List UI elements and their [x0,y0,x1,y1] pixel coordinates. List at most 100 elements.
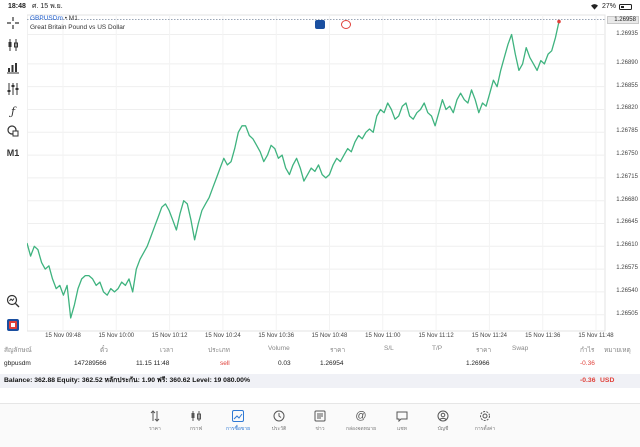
col-profit: กำไร [580,347,595,354]
nav-label: ข่าว [315,426,325,432]
chart-type-icon[interactable] [4,59,22,75]
nav-news[interactable]: ข่าว [300,408,340,433]
one-click-trade-icon[interactable] [315,20,325,29]
time-tick-label: 15 Nov 11:36 [525,333,561,339]
price-tick-label: 1.26575 [616,265,638,272]
nav-label: ราคา [149,426,161,432]
chart-toolbar: ƒ M1 [0,13,27,343]
price-tick-label: 1.26505 [616,310,638,317]
chart-canvas[interactable] [27,13,640,343]
timeframe-button[interactable]: M1 [6,148,20,158]
broker-logo-icon[interactable] [4,317,22,333]
balance-profit: -0.36 [580,377,596,384]
last-price-marker [557,19,561,24]
nav-account[interactable]: บัญชี [423,408,463,433]
balance-currency: USD [600,377,615,384]
crosshair-icon[interactable] [4,15,22,31]
col-type: ประเภท [208,347,230,354]
price-tick-label: 1.26750 [616,151,638,158]
nav-quotes[interactable]: ราคา [135,408,175,433]
nav-chat[interactable]: แชท [382,408,422,433]
time-tick-label: 15 Nov 11:12 [418,333,454,339]
chart-separator: • [64,15,67,22]
price-tick-label: 1.26935 [616,30,638,37]
position-symbol: gbpusdm [4,360,31,367]
nav-label: ประวัติ [271,426,287,432]
time-tick-label: 15 Nov 10:36 [258,333,295,339]
nav-label: บัญชี [437,426,449,432]
chat-icon [382,408,422,424]
indicators-icon[interactable] [4,37,22,53]
chart-symbol: GBPUSDm [30,15,63,22]
function-icon[interactable]: ƒ [10,104,16,118]
status-bar: 18:48 ศ. 15 พ.ย. 27% [0,0,640,13]
plot-frame [27,14,606,332]
nav-label: การซื้อขาย [225,426,251,432]
col-sl: S/L [384,345,394,352]
time-tick-label: 15 Nov 10:48 [311,333,348,339]
status-time: 18:48 [8,3,26,10]
nav-history[interactable]: ประวัติ [259,408,299,433]
time-tick-label: 15 Nov 11:48 [578,333,614,339]
col-comment: หมายเหตุ [604,347,631,354]
price-tick-label: 1.26820 [616,105,638,112]
price-tick-label: 1.26855 [616,82,638,89]
price-tick-label: 1.26715 [616,173,638,180]
balance-summary: Balance: 362.88 Equity: 362.52 หลักประกั… [4,377,251,384]
position-row[interactable]: gbpusdm 147289566 11.15 11:48 sell 0.03 … [0,360,640,372]
nav-settings[interactable]: การตั้งค่า [465,408,505,433]
bottom-navigation: ราคา กราฟ การซื้อขาย ประวัติ ข่าว @ กล่อ… [0,403,640,447]
nav-label: กล่องจดหมาย [345,426,377,432]
nav-chart[interactable]: กราฟ [176,408,216,433]
position-profit: -0.36 [580,360,595,367]
nav-mailbox[interactable]: @ กล่องจดหมาย [341,408,381,433]
balance-bar: Balance: 362.88 Equity: 362.52 หลักประกั… [0,374,640,388]
chart-zoom-icon[interactable] [4,293,22,309]
col-volume: Volume [268,345,290,352]
price-chart[interactable]: GBPUSDm • M1 Great Britain Pound vs US D… [27,13,640,343]
col-tp: T/P [432,345,443,352]
status-right: 27% [590,0,632,13]
chart-timeframe: M1 [68,15,78,22]
position-type: sell [220,360,230,367]
nav-label: การตั้งค่า [474,426,496,432]
nav-trade[interactable]: การซื้อขาย [218,408,258,433]
col-open-price: ราคา [330,347,346,354]
position-time: 11.15 11:48 [136,360,170,367]
time-tick-label: 15 Nov 10:00 [98,333,135,339]
positions-header: สัญลักษณ์ ตั๋ว เวลา ประเภท Volume ราคา S… [0,345,640,357]
price-series-line [27,21,560,319]
position-ticket: 147289566 [74,360,107,367]
time-tick-label: 15 Nov 10:12 [151,333,188,339]
price-tick-label: 1.26680 [616,196,638,203]
time-tick-label: 15 Nov 11:24 [471,333,508,339]
price-tick-label: 1.26890 [616,59,638,66]
trade-panel-icon[interactable] [341,20,351,29]
status-date: ศ. 15 พ.ย. [32,3,63,10]
time-tick-label: 15 Nov 11:00 [365,333,401,339]
position-price: 1.26966 [466,360,490,367]
position-open-price: 1.26954 [320,360,344,367]
history-icon [259,408,299,424]
mailbox-icon: @ [355,410,367,422]
price-tick-label: 1.26645 [616,219,638,226]
chart-header: GBPUSDm • M1 Great Britain Pound vs US D… [30,14,125,32]
chart-icon [176,408,216,424]
current-price-label: 1.26958 [607,15,639,24]
nav-label: แชท [397,426,407,432]
price-tick-label: 1.26785 [616,128,638,135]
quotes-icon [135,408,175,424]
settings-icon [465,408,505,424]
chart-description: Great Britain Pound vs US Dollar [30,24,126,31]
news-icon [300,408,340,424]
battery-percent: 27% [601,3,616,10]
position-volume: 0.03 [278,360,291,367]
time-tick-label: 15 Nov 09:48 [45,333,81,339]
col-symbol: สัญลักษณ์ [4,347,32,354]
account-icon [423,408,463,424]
settings-sliders-icon[interactable] [4,81,22,97]
price-tick-label: 1.26540 [616,287,638,294]
col-price: ราคา [476,347,492,354]
wifi-icon [590,4,598,10]
objects-icon[interactable] [4,123,22,139]
